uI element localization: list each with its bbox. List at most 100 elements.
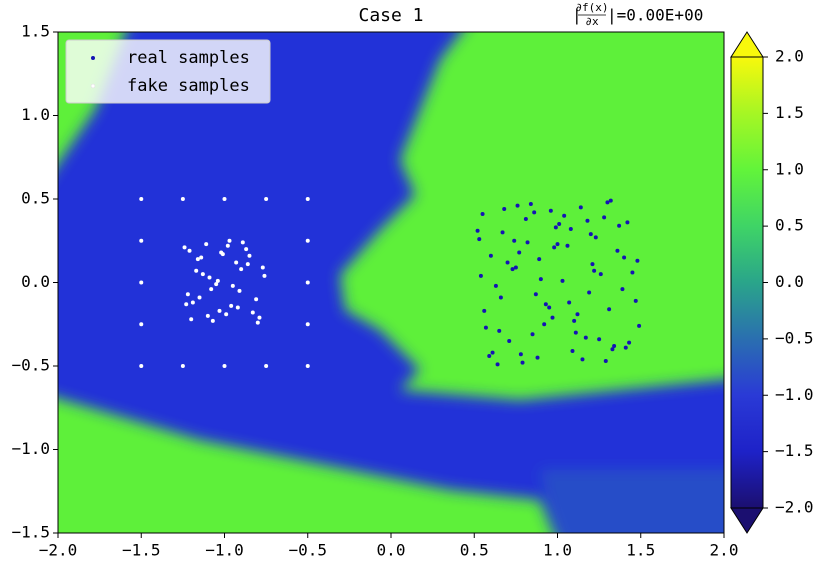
y-tick-label: −1.5 — [11, 523, 50, 542]
point — [245, 262, 250, 267]
point — [197, 295, 202, 300]
point — [528, 202, 533, 207]
point — [217, 308, 222, 313]
y-tick-label: 0.0 — [21, 272, 50, 291]
x-tick-label: 2.0 — [710, 541, 739, 560]
legend-box — [65, 39, 271, 104]
point — [250, 310, 255, 315]
point — [262, 273, 267, 278]
point — [482, 308, 487, 313]
point — [635, 258, 640, 263]
point — [607, 307, 612, 312]
point — [513, 265, 518, 270]
point — [204, 242, 209, 247]
point — [605, 200, 610, 205]
colorbar-tick-label: −1.5 — [775, 441, 814, 460]
point — [475, 228, 480, 233]
point — [535, 355, 540, 360]
point — [487, 353, 492, 358]
series-2 — [139, 197, 310, 368]
point — [520, 360, 525, 365]
point — [180, 197, 185, 201]
point — [190, 300, 195, 305]
point — [557, 222, 562, 227]
point — [497, 328, 502, 333]
point — [598, 272, 603, 277]
point — [573, 330, 578, 335]
point — [209, 287, 214, 292]
colorbar-tick-label: −0.5 — [775, 328, 814, 347]
point — [478, 273, 483, 278]
point — [575, 312, 580, 317]
point — [264, 364, 269, 368]
point — [518, 352, 523, 357]
legend-marker — [91, 56, 95, 60]
point — [230, 283, 235, 288]
point — [587, 290, 592, 295]
colorbar-tick-label: −1.0 — [775, 385, 814, 404]
series-1 — [475, 198, 642, 367]
point — [240, 240, 245, 245]
point — [264, 197, 269, 201]
point — [507, 338, 512, 343]
point — [505, 260, 510, 265]
field-background — [58, 32, 724, 533]
point — [139, 322, 144, 327]
point — [617, 223, 622, 228]
point — [207, 275, 212, 280]
point — [620, 287, 625, 292]
annotation-denominator: ∂x — [585, 15, 599, 28]
point — [512, 238, 517, 243]
colorbar-tick-label: 0.0 — [775, 272, 804, 291]
colorbar-tick-label: 1.0 — [775, 159, 804, 178]
point — [593, 235, 598, 240]
y-tick-label: −0.5 — [11, 356, 50, 375]
point — [627, 340, 632, 345]
point — [572, 318, 577, 323]
annotation-text: |=0.00E+00 — [607, 6, 703, 25]
point — [182, 245, 187, 250]
x-tick-label: 0.0 — [377, 541, 406, 560]
point — [580, 357, 585, 362]
colorbar-tick-label: 0.5 — [775, 216, 804, 235]
point — [622, 255, 627, 260]
annotation-numerator: ∂f(x) — [575, 1, 608, 14]
point — [550, 315, 555, 320]
point — [254, 297, 259, 302]
point — [214, 282, 219, 287]
colorbar-tick-label: −2.0 — [775, 498, 814, 517]
point — [229, 303, 234, 308]
point — [305, 197, 310, 201]
colorbar-tick-label: 1.5 — [775, 103, 804, 122]
point — [542, 322, 547, 327]
point — [585, 218, 590, 223]
point — [235, 305, 240, 310]
point — [538, 277, 543, 282]
x-tick-label: −2.0 — [39, 541, 78, 560]
point — [525, 240, 530, 245]
point — [602, 215, 607, 220]
point — [205, 313, 210, 318]
point — [495, 362, 500, 367]
point — [239, 267, 244, 272]
point — [255, 320, 260, 325]
point — [625, 220, 630, 225]
point — [633, 298, 638, 303]
point — [305, 238, 310, 243]
x-tick-label: −0.5 — [288, 541, 327, 560]
point — [180, 364, 185, 368]
point — [552, 245, 557, 250]
chart-title: Case 1 — [358, 5, 423, 26]
y-tick-label: 0.5 — [21, 189, 50, 208]
point — [592, 268, 597, 273]
point — [305, 280, 310, 285]
point — [224, 312, 229, 317]
point — [199, 255, 204, 260]
point — [567, 300, 572, 305]
point — [517, 250, 522, 255]
point — [210, 318, 215, 323]
point — [219, 250, 224, 255]
legend-label: fake samples — [127, 76, 250, 96]
point — [185, 292, 190, 297]
